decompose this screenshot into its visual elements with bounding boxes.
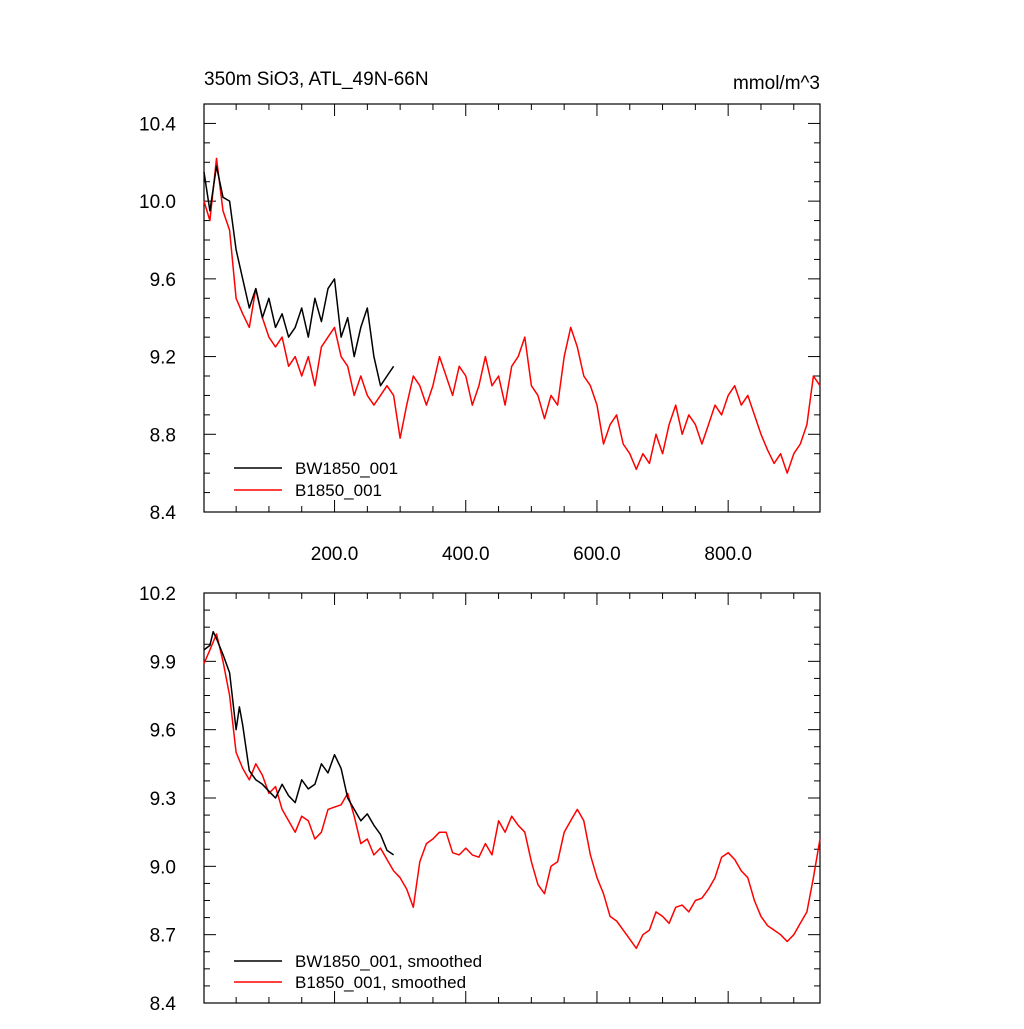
- bottom-ytick-label: 8.7: [150, 926, 176, 947]
- bottom-series-line-bw1850-001: [203, 630, 395, 856]
- bottom-legend: BW1850_001, smoothed B1850_001, smoothed: [234, 952, 482, 992]
- bottom-axis-ticks: 8.4 8.7 9.0 9.3 9.6 9.9 10.2: [139, 584, 820, 1015]
- bottom-ytick-label: 9.3: [150, 789, 176, 810]
- top-ytick-label: 8.4: [150, 503, 177, 524]
- top-xtick-label: 200.0: [311, 544, 359, 565]
- top-chart-title: 350m SiO3, ATL_49N-66N: [204, 69, 429, 90]
- bottom-ytick-label: 8.4: [150, 994, 177, 1015]
- top-xtick-label: 400.0: [442, 544, 490, 565]
- bottom-ytick-label: 9.6: [150, 721, 176, 742]
- top-legend-label-bw1850: BW1850_001: [295, 459, 398, 478]
- top-chart-units: mmol/m^3: [733, 73, 820, 94]
- top-ytick-label: 9.2: [150, 348, 176, 369]
- top-xtick-label: 600.0: [573, 544, 621, 565]
- bottom-series-group: [203, 630, 821, 950]
- top-axis-ticks: 8.4 8.8 9.2 9.6 10.0 10.4 200.0 400.0 600.0 800.0: [139, 104, 820, 565]
- bottom-ytick-label: 9.9: [150, 652, 176, 673]
- bottom-legend-label-bw1850: BW1850_001, smoothed: [295, 952, 482, 971]
- bottom-ytick-label: 9.0: [150, 857, 176, 878]
- top-ytick-label: 8.8: [150, 425, 176, 446]
- bottom-series-line-b1850-001: [203, 633, 821, 950]
- top-ytick-label: 10.0: [139, 192, 176, 213]
- top-ytick-label: 10.4: [139, 114, 176, 135]
- bottom-panel: 8.4 8.7 9.0 9.3 9.6 9.9 10.2 BW1850_001, smoot…: [139, 584, 821, 1015]
- top-panel: 350m SiO3, ATL_49N-66N mmol/m^3 8.4 8.8 9.…: [139, 69, 821, 565]
- top-series-line-b1850-001: [203, 157, 821, 474]
- top-ytick-label: 9.6: [150, 270, 176, 291]
- top-legend-label-b1850: B1850_001: [295, 481, 382, 500]
- bottom-ytick-label: 10.2: [139, 584, 176, 605]
- top-series-line-bw1850-001: [203, 165, 395, 387]
- top-plot-frame: [203, 103, 821, 513]
- top-series-group: [203, 157, 821, 474]
- top-xtick-label: 800.0: [704, 544, 752, 565]
- top-legend: BW1850_001 B1850_001: [234, 459, 398, 500]
- bottom-legend-label-b1850: B1850_001, smoothed: [295, 973, 466, 992]
